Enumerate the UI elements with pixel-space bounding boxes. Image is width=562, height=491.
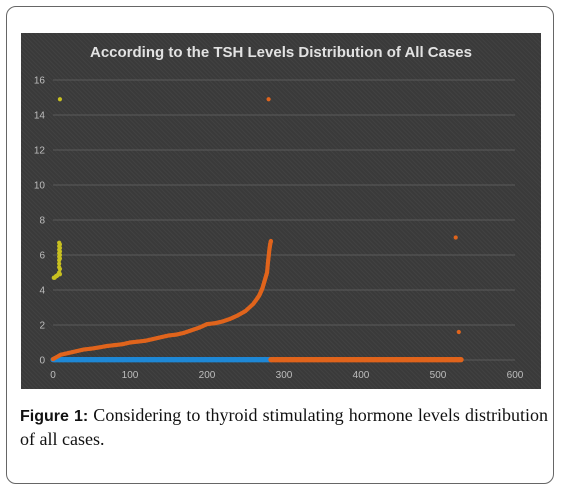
x-tick-label: 600: [507, 370, 524, 381]
chart-area: 0 2 4 6 8 10 12 14 16 0 100 200 300 400 500 600: [21, 33, 541, 389]
figure-caption: Figure 1: Considering to thyroid stimula…: [20, 404, 548, 451]
scatter-chart: 0 2 4 6 8 10 12 14 16 0 100 200 300 400 500 600: [34, 76, 524, 382]
series-yellow-point: [57, 242, 63, 247]
series-yellow-point: [57, 272, 63, 277]
x-tick-label: 200: [199, 370, 216, 381]
x-tick-label: 400: [353, 370, 370, 381]
y-tick-label: 0: [39, 356, 45, 367]
y-tick-label: 16: [34, 76, 46, 87]
series-orange-baseline-point: [458, 357, 464, 363]
y-tick-label: 10: [34, 181, 46, 192]
y-tick-label: 8: [39, 216, 45, 227]
series-yellow-point: [57, 256, 63, 261]
y-tick-label: 12: [34, 146, 46, 157]
y-tick-label: 2: [39, 321, 45, 332]
x-tick-label: 300: [276, 370, 293, 381]
series-orange-outlier-point: [453, 235, 458, 240]
series-orange-outlier-point: [456, 329, 461, 335]
x-tick-label: 100: [122, 370, 139, 381]
series-yellow-point: [57, 252, 63, 258]
series-yellow-point: [57, 245, 63, 251]
series-orange-curve-point: [266, 97, 271, 102]
y-tick-label: 6: [39, 251, 45, 262]
series-yellow-point: [57, 249, 63, 254]
series-orange-curve-point: [268, 238, 274, 244]
chart-title: According to the TSH Levels Distribution…: [90, 44, 472, 61]
y-tick-label: 14: [34, 111, 46, 122]
y-tick-label: 4: [39, 286, 45, 297]
x-tick-label: 500: [430, 370, 447, 381]
series-yellow-point: [57, 97, 63, 102]
x-tick-label: 0: [50, 370, 56, 381]
series-blue-baseline: [50, 357, 274, 363]
caption-text: Considering to thyroid stimulating hormo…: [20, 405, 549, 449]
series-orange-baseline: [268, 357, 464, 363]
series-yellow-point: [57, 266, 63, 272]
figure-label: Figure 1:: [20, 408, 89, 425]
series-yellow-point: [57, 261, 62, 266]
